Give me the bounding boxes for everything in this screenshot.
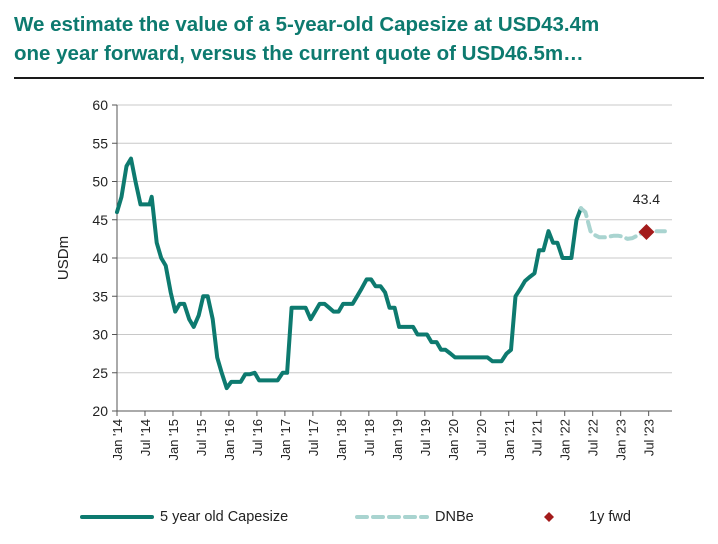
y-tick-label: 55 bbox=[92, 135, 108, 151]
chart-title-line-1: We estimate the value of a 5-year-old Ca… bbox=[14, 13, 600, 36]
series-lines bbox=[115, 156, 667, 391]
x-tick-label: Jul '15 bbox=[194, 419, 209, 456]
markers: 43.4 bbox=[633, 191, 660, 240]
x-tick-label: Jan '14 bbox=[110, 419, 125, 461]
x-tick-labels: Jan '14 Jul '14 Jan '15 Jul '15 Jan '16 Jul '… bbox=[110, 419, 657, 461]
x-tick-label: Jan '21 bbox=[502, 419, 517, 461]
legend-item-dnbe: DNBe bbox=[355, 506, 474, 528]
x-tick-label: Jan '16 bbox=[222, 419, 237, 461]
y-tick-label: 50 bbox=[92, 174, 108, 190]
axes bbox=[112, 104, 672, 416]
x-tick-label: Jul '20 bbox=[474, 419, 489, 456]
chart-title: We estimate the value of a 5-year-old Ca… bbox=[14, 10, 704, 68]
legend-swatch-dashed bbox=[355, 515, 429, 519]
legend: 5 year old Capesize DNBe 1y fwd bbox=[0, 506, 718, 530]
x-tick-label: Jan '19 bbox=[390, 419, 405, 461]
x-tick-label: Jan '22 bbox=[558, 419, 573, 461]
legend-label-dnbe: DNBe bbox=[435, 509, 474, 525]
x-tick-label: Jul '17 bbox=[306, 419, 321, 456]
x-tick-label: Jan '23 bbox=[614, 419, 629, 461]
legend-swatch-solid bbox=[80, 515, 154, 519]
y-tick-label: 30 bbox=[92, 327, 108, 343]
x-tick-label: Jan '20 bbox=[446, 419, 461, 461]
legend-swatch-diamond bbox=[544, 512, 554, 522]
marker-1y-fwd bbox=[638, 223, 655, 240]
x-tick-label: Jul '22 bbox=[586, 419, 601, 456]
x-tick-label: Jan '15 bbox=[166, 419, 181, 461]
y-tick-labels: 20 25 30 35 40 45 50 55 60 bbox=[92, 97, 108, 419]
x-tick-label: Jul '14 bbox=[138, 419, 153, 456]
y-tick-label: 35 bbox=[92, 288, 108, 304]
series-line-capesize bbox=[115, 156, 583, 391]
y-tick-label: 60 bbox=[92, 97, 108, 113]
marker-data-label: 43.4 bbox=[633, 191, 660, 207]
x-tick-label: Jan '18 bbox=[334, 419, 349, 461]
legend-label-1y-fwd: 1y fwd bbox=[589, 509, 631, 525]
x-tick-label: Jul '21 bbox=[530, 419, 545, 456]
y-tick-label: 40 bbox=[92, 250, 108, 266]
x-tick-label: Jan '17 bbox=[278, 419, 293, 461]
legend-label-capesize: 5 year old Capesize bbox=[160, 509, 289, 525]
x-tick-label: Jul '23 bbox=[642, 419, 657, 456]
series-line-dnbe bbox=[578, 206, 667, 241]
x-tick-label: Jul '16 bbox=[250, 419, 265, 456]
x-tick-label: Jul '18 bbox=[362, 419, 377, 456]
y-axis-label: USDm bbox=[55, 236, 72, 280]
gridlines bbox=[117, 104, 672, 374]
legend-item-capesize: 5 year old Capesize bbox=[80, 506, 288, 528]
chart-title-line-2: one year forward, versus the current quo… bbox=[14, 42, 584, 65]
y-tick-label: 20 bbox=[92, 403, 108, 419]
legend-item-1y-fwd: 1y fwd bbox=[543, 506, 631, 528]
y-tick-label: 45 bbox=[92, 212, 108, 228]
x-tick-label: Jul '19 bbox=[418, 419, 433, 456]
title-underline bbox=[14, 77, 704, 79]
y-tick-label: 25 bbox=[92, 365, 108, 381]
